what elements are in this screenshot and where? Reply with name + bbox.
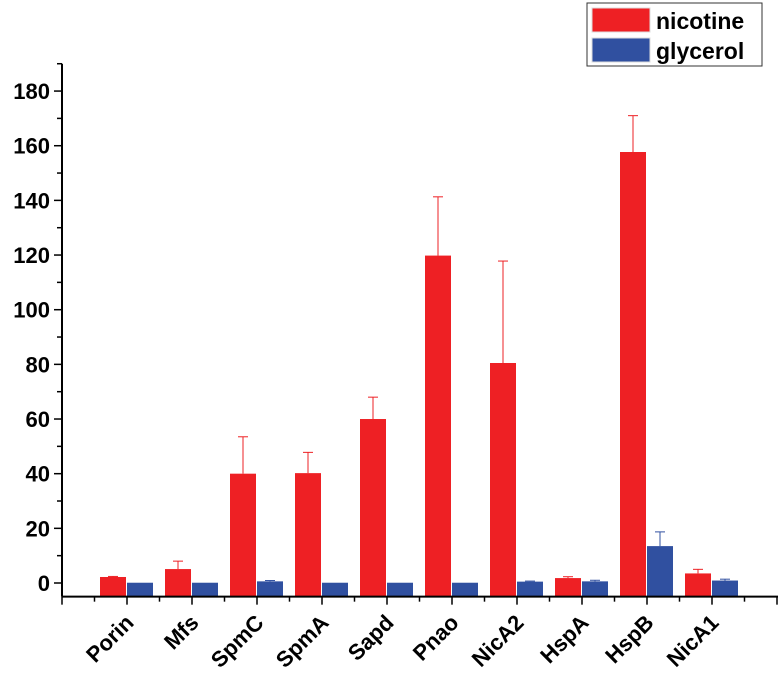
x-tick-label: NicA1 xyxy=(662,610,724,672)
x-tick-label: HspA xyxy=(535,610,593,668)
bar-nicotine-Porin xyxy=(100,576,126,597)
bar-glycerol-NicA1 xyxy=(712,580,738,597)
bar-glycerol-SpmA xyxy=(322,582,348,597)
bar-nicotine-HspB xyxy=(620,152,646,597)
x-tick-label: Sapd xyxy=(343,610,399,666)
y-tick-label: 160 xyxy=(13,134,50,159)
x-tick-label: NicA2 xyxy=(467,610,529,672)
bar-glycerol-Porin xyxy=(127,582,153,597)
legend: nicotine glycerol xyxy=(586,2,763,67)
legend-label-nicotine: nicotine xyxy=(656,8,744,34)
bar-glycerol-HspB xyxy=(647,546,673,597)
y-tick-label: 100 xyxy=(13,298,50,323)
bar-nicotine-NicA1 xyxy=(685,573,711,597)
y-tick-label: 120 xyxy=(13,243,50,268)
bar-glycerol-Pnao xyxy=(452,582,478,597)
bar-nicotine-Pnao xyxy=(425,255,451,597)
x-tick-label: HspB xyxy=(600,610,658,668)
bar-glycerol-NicA2 xyxy=(517,581,543,597)
x-tick-label: Pnao xyxy=(408,610,464,666)
y-tick-label: 60 xyxy=(26,407,50,432)
x-tick-label: SpmC xyxy=(206,610,269,673)
bar-glycerol-Mfs xyxy=(192,582,218,597)
bar-glycerol-SpmC xyxy=(257,581,283,597)
bar-glycerol-Sapd xyxy=(387,582,413,597)
legend-label-glycerol: glycerol xyxy=(656,38,744,64)
bar-nicotine-Sapd xyxy=(360,419,386,597)
y-tick-label: 0 xyxy=(38,571,50,596)
y-tick-label: 180 xyxy=(13,79,50,104)
bar-nicotine-Mfs xyxy=(165,569,191,597)
y-tick-label: 80 xyxy=(26,352,50,377)
bar-nicotine-SpmC xyxy=(230,473,256,597)
x-tick-label: Porin xyxy=(81,610,138,667)
bar-nicotine-HspA xyxy=(555,578,581,597)
bar-nicotine-NicA2 xyxy=(490,362,516,597)
y-tick-label: 40 xyxy=(26,462,50,487)
legend-swatch-glycerol xyxy=(591,37,651,63)
bar-glycerol-HspA xyxy=(582,581,608,597)
y-tick-label: 140 xyxy=(13,188,50,213)
x-tick-label: Mfs xyxy=(159,610,203,654)
bar-nicotine-SpmA xyxy=(295,473,321,597)
legend-swatch-nicotine xyxy=(591,7,651,33)
x-tick-label: SpmA xyxy=(271,610,334,673)
y-tick-label: 20 xyxy=(26,516,50,541)
